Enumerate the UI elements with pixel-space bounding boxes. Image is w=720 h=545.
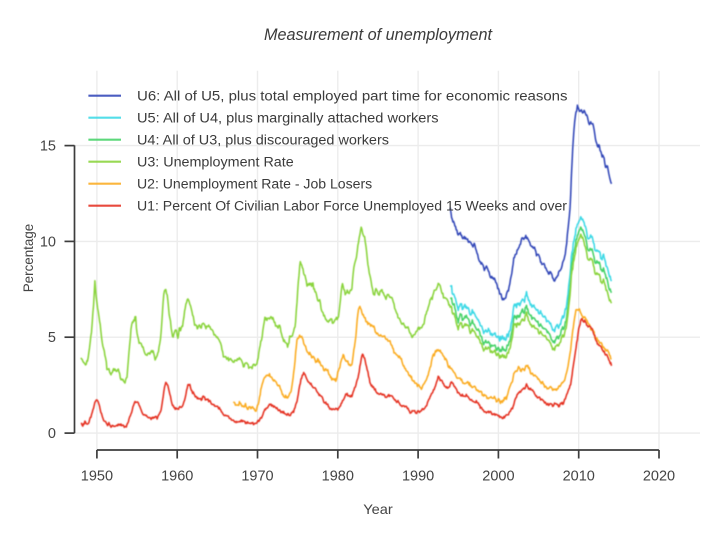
svg-text:10: 10 <box>40 234 56 250</box>
svg-text:U5: All of U4, plus marginally: U5: All of U4, plus marginally attached … <box>137 110 439 125</box>
svg-text:1980: 1980 <box>322 469 354 485</box>
svg-text:0: 0 <box>48 426 56 442</box>
svg-text:U6: All of U5, plus total empl: U6: All of U5, plus total employed part … <box>137 88 568 103</box>
svg-text:1990: 1990 <box>402 469 434 485</box>
svg-text:U1: Percent Of Civilian Labor: U1: Percent Of Civilian Labor Force Unem… <box>137 198 568 213</box>
svg-text:1960: 1960 <box>161 469 193 485</box>
svg-text:Percentage: Percentage <box>20 224 36 293</box>
svg-text:U3: Unemployment Rate: U3: Unemployment Rate <box>137 154 294 169</box>
svg-text:1950: 1950 <box>81 469 113 485</box>
svg-text:2000: 2000 <box>482 469 514 485</box>
svg-text:U2: Unemployment Rate - Job Lo: U2: Unemployment Rate - Job Losers <box>137 176 372 191</box>
svg-text:5: 5 <box>48 330 56 346</box>
svg-text:U4: All of U3, plus discourage: U4: All of U3, plus discouraged workers <box>137 132 389 147</box>
svg-text:Year: Year <box>363 501 393 517</box>
svg-text:Measurement of unemployment: Measurement of unemployment <box>264 25 493 44</box>
svg-text:1970: 1970 <box>241 469 273 485</box>
svg-text:15: 15 <box>40 139 56 155</box>
svg-text:2020: 2020 <box>643 469 675 485</box>
svg-text:2010: 2010 <box>563 469 595 485</box>
